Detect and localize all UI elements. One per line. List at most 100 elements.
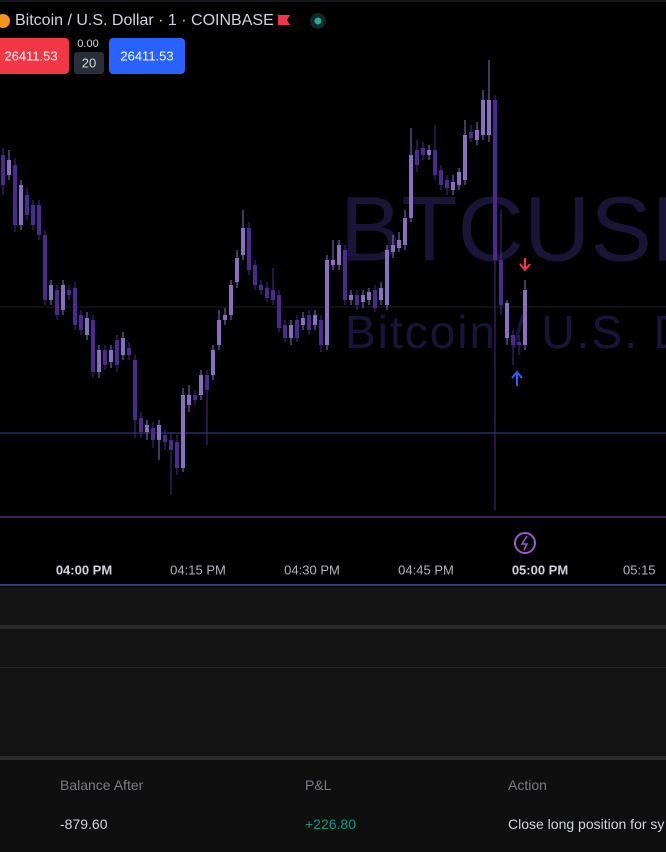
candle-body bbox=[157, 425, 161, 440]
candle-body bbox=[187, 395, 191, 405]
candle-body bbox=[475, 130, 479, 140]
candle-body bbox=[271, 290, 275, 300]
action-cell: Close long position for sy bbox=[508, 816, 665, 832]
candle-body bbox=[403, 218, 407, 245]
candle-body bbox=[439, 170, 443, 185]
time-label: 04:15 PM bbox=[170, 562, 226, 577]
candle-body bbox=[331, 260, 335, 265]
candle-body bbox=[415, 150, 419, 165]
candle-body bbox=[385, 250, 389, 305]
time-label: 05:15 bbox=[623, 562, 656, 577]
candle-body bbox=[229, 285, 233, 315]
candle-body bbox=[361, 295, 365, 302]
candle-body bbox=[451, 182, 455, 190]
buy-arrow bbox=[511, 370, 523, 386]
event-bolt bbox=[520, 535, 529, 551]
candle-body bbox=[487, 100, 491, 135]
candle-body bbox=[421, 148, 425, 155]
candle-body bbox=[97, 350, 101, 372]
candle-body bbox=[409, 155, 413, 218]
flag-icon[interactable] bbox=[278, 15, 290, 25]
candle-body bbox=[247, 228, 251, 270]
candle-body bbox=[433, 150, 437, 175]
candle-body bbox=[253, 265, 257, 285]
candle-body bbox=[31, 205, 35, 225]
status-dot bbox=[314, 17, 322, 25]
candle-body bbox=[139, 418, 143, 432]
candle-body bbox=[397, 240, 401, 248]
candle-body bbox=[373, 290, 377, 308]
candle-body bbox=[343, 250, 347, 300]
candle-body bbox=[205, 375, 209, 390]
buy-button[interactable] bbox=[109, 38, 185, 74]
candle-body bbox=[319, 320, 323, 345]
candle-body bbox=[457, 172, 461, 185]
candles bbox=[1, 60, 527, 510]
chart: BTCUSD Bitcoin / U.S. Dollar 04:00 PM 04… bbox=[0, 0, 666, 586]
candle-body bbox=[313, 315, 317, 325]
separator bbox=[0, 756, 666, 760]
candle-body bbox=[325, 260, 329, 345]
candle-body bbox=[61, 285, 65, 310]
candle-body bbox=[445, 180, 449, 188]
candle-body bbox=[523, 290, 527, 345]
sell-price: 26411.53 bbox=[4, 48, 57, 63]
candle-body bbox=[511, 335, 515, 345]
candle-body bbox=[499, 260, 503, 305]
candle-body bbox=[493, 100, 497, 260]
candle-body bbox=[337, 245, 341, 265]
candle-body bbox=[481, 100, 485, 135]
coin-icon bbox=[0, 14, 10, 28]
candle-body bbox=[73, 288, 77, 325]
candle-body bbox=[223, 315, 227, 320]
candle-body bbox=[295, 320, 299, 338]
time-label: 04:00 PM bbox=[56, 562, 112, 577]
candle-body bbox=[85, 318, 89, 335]
event-icon[interactable] bbox=[514, 532, 536, 554]
candle-body bbox=[463, 135, 467, 180]
candle-body bbox=[151, 428, 155, 440]
column-header: Action bbox=[508, 777, 547, 793]
candle-body bbox=[265, 288, 269, 298]
candle-body bbox=[181, 395, 185, 468]
candle-body bbox=[301, 318, 305, 325]
candle-body bbox=[193, 395, 197, 400]
candle-body bbox=[25, 195, 29, 215]
candle-body bbox=[517, 342, 521, 345]
separator bbox=[0, 667, 666, 668]
sell-arrow bbox=[519, 258, 531, 272]
candle-body bbox=[1, 155, 5, 185]
column-header: Balance After bbox=[60, 777, 144, 793]
candle-body bbox=[169, 440, 173, 450]
candle-body bbox=[505, 303, 509, 338]
candle-body bbox=[283, 325, 287, 338]
sell-button[interactable] bbox=[0, 38, 69, 74]
table: Balance After P&L Action -879.60 +226.80… bbox=[0, 760, 666, 852]
candle-body bbox=[175, 442, 179, 468]
spread: 0.00 bbox=[77, 38, 98, 50]
candle-body bbox=[133, 360, 137, 420]
buy-price: 26411.53 bbox=[120, 48, 173, 63]
candle-body bbox=[49, 285, 53, 300]
candle-body bbox=[349, 295, 353, 300]
symbol-title: Bitcoin / U.S. Dollar · 1 · COINBASE bbox=[15, 12, 274, 29]
candle-body bbox=[79, 315, 83, 330]
candle-body bbox=[43, 235, 47, 300]
candle-body bbox=[217, 320, 221, 345]
candle-body bbox=[289, 325, 293, 338]
bottom-panel: Balance After P&L Action -879.60 +226.80… bbox=[0, 587, 666, 852]
quantity: 20 bbox=[82, 55, 96, 70]
candle-body bbox=[277, 295, 281, 328]
time-label: 05:00 PM bbox=[512, 562, 568, 577]
candle-body bbox=[367, 292, 371, 300]
candle-body bbox=[103, 350, 107, 365]
candle-body bbox=[379, 288, 383, 300]
candle-body bbox=[307, 315, 311, 330]
candle-body bbox=[241, 228, 245, 255]
quantity-box[interactable] bbox=[74, 52, 104, 74]
candle-body bbox=[355, 295, 359, 305]
candle-body bbox=[145, 425, 149, 432]
candle-body bbox=[163, 435, 167, 442]
column-header: P&L bbox=[305, 777, 332, 793]
